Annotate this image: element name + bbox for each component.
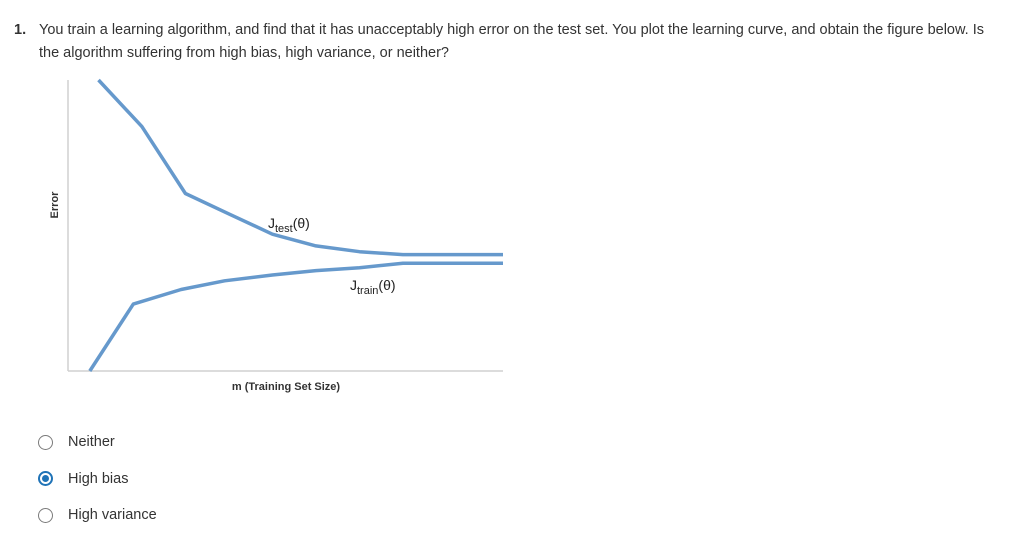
radio-high-bias[interactable] xyxy=(38,471,53,487)
y-axis-label: Error xyxy=(49,191,61,219)
series-line-test xyxy=(97,78,503,257)
chart-axes xyxy=(67,80,503,372)
option-neither[interactable]: Neither xyxy=(38,424,157,461)
option-high-variance[interactable]: High variance xyxy=(38,497,157,534)
series-layer xyxy=(88,78,503,372)
question-prompt: 1. You train a learning algorithm, and f… xyxy=(14,19,994,65)
learning-curve-chart: Error m (Training Set Size) Jtest(θ) Jtra… xyxy=(49,78,503,393)
series-label-test: Jtest(θ) xyxy=(268,215,310,235)
option-neither-label: Neither xyxy=(68,434,115,451)
radio-neither[interactable] xyxy=(38,434,53,450)
series-label-train: Jtrain(θ) xyxy=(350,277,396,297)
option-high-bias[interactable]: High bias xyxy=(38,461,157,498)
series-labels: Jtest(θ) Jtrain(θ) xyxy=(268,215,396,297)
question-text: You train a learning algorithm, and find… xyxy=(39,22,984,61)
question-number: 1. xyxy=(14,22,27,38)
x-axis-label: m (Training Set Size) xyxy=(232,381,341,393)
option-high-bias-label: High bias xyxy=(68,470,129,487)
series-line-train xyxy=(88,261,503,372)
option-high-variance-label: High variance xyxy=(68,507,157,524)
radio-high-variance[interactable] xyxy=(38,507,53,523)
answer-options: Neither High bias High variance xyxy=(38,424,157,534)
